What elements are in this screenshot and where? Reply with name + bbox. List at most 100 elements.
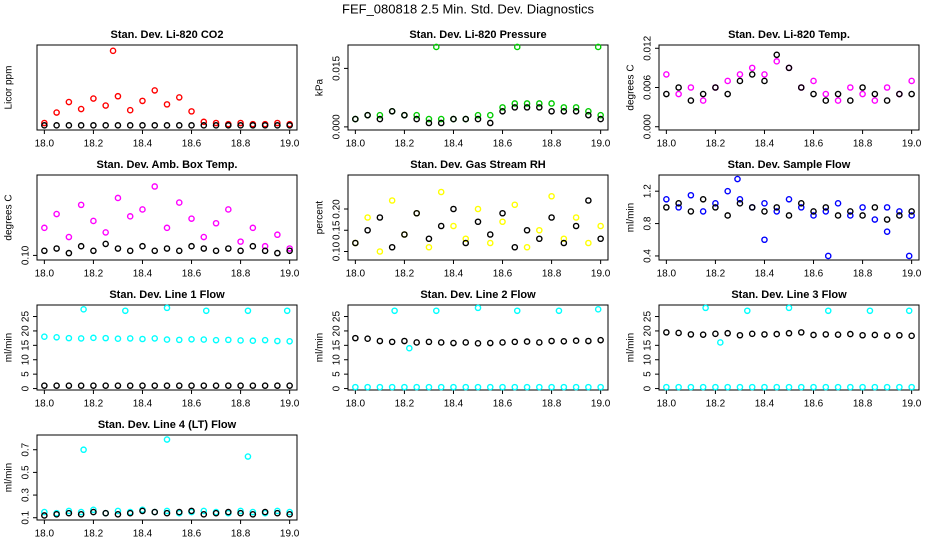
point: [585, 239, 592, 247]
point: [810, 208, 817, 215]
x-tick-label: 18.6: [804, 139, 824, 150]
point: [585, 383, 592, 391]
point: [376, 115, 384, 123]
point: [699, 90, 707, 98]
point: [663, 329, 670, 336]
point: [41, 382, 48, 389]
point: [859, 204, 866, 211]
point: [41, 512, 48, 519]
point: [249, 122, 257, 129]
point: [188, 215, 195, 222]
point: [90, 382, 97, 389]
point: [163, 304, 171, 312]
point: [663, 71, 670, 78]
panel: Stan. Dev. Sample Flow ml/min 18.0 18.2 18.4…: [626, 159, 922, 280]
point: [388, 243, 396, 251]
point: [352, 115, 359, 123]
y-tick-label: 0.4: [643, 249, 654, 263]
y-tick-label: 0.10: [21, 245, 32, 265]
point: [486, 231, 494, 238]
point: [597, 111, 604, 119]
x-tick-label: 18.8: [542, 139, 562, 150]
point: [77, 242, 85, 250]
point: [151, 87, 159, 94]
point: [699, 195, 707, 203]
point: [687, 383, 695, 391]
point: [139, 206, 146, 213]
point: [413, 111, 420, 119]
plot-box: [36, 304, 298, 391]
point: [274, 337, 281, 345]
x-tick-label: 18.6: [182, 529, 202, 540]
plot-box: [658, 44, 920, 131]
point: [499, 383, 506, 391]
point: [286, 508, 293, 516]
y-axis-label: kPa: [315, 78, 326, 96]
point: [536, 226, 543, 234]
point: [724, 90, 731, 98]
point: [237, 382, 244, 389]
point: [102, 102, 109, 109]
point: [90, 334, 97, 342]
point: [200, 118, 208, 126]
point: [126, 382, 134, 389]
point: [548, 383, 555, 391]
point: [114, 194, 122, 202]
x-tick-label: 18.0: [35, 269, 55, 280]
point: [536, 235, 543, 243]
x-tick-label: 18.4: [755, 269, 775, 280]
point: [225, 245, 232, 252]
figure-title: FEF_080818 2.5 Min. Std. Dev. Diagnostic…: [342, 1, 594, 16]
point: [175, 336, 183, 344]
x-tick-label: 18.2: [395, 269, 415, 280]
point: [560, 239, 568, 247]
point: [536, 339, 543, 346]
point: [717, 339, 724, 346]
point: [126, 106, 134, 114]
point: [225, 508, 232, 516]
point: [364, 214, 371, 221]
point: [437, 119, 445, 127]
panel: Stan. Dev. Line 3 Flow ml/min 18.0 18.2 18.4…: [626, 289, 922, 410]
point: [102, 229, 109, 236]
point: [797, 383, 805, 391]
point: [474, 218, 482, 226]
point: [773, 330, 781, 338]
y-tick-label: 10: [21, 354, 32, 366]
panel: Stan. Dev. Line 4 (LT) Flow ml/min 18.0 18.…: [4, 419, 300, 540]
point: [200, 511, 208, 518]
point: [286, 247, 293, 255]
point: [212, 119, 220, 127]
x-tick-label: 18.4: [133, 269, 153, 280]
point: [188, 108, 195, 115]
x-tick-label: 18.6: [182, 139, 202, 150]
x-tick-label: 18.8: [853, 399, 873, 410]
panel: Stan. Dev. Gas Stream RH percent 18.0 18.2 1…: [315, 159, 611, 280]
point: [834, 90, 842, 98]
point: [437, 188, 445, 196]
point: [499, 209, 506, 217]
point: [90, 506, 97, 514]
point: [200, 233, 208, 241]
point: [597, 336, 604, 344]
point: [810, 77, 817, 85]
point: [824, 307, 832, 315]
point: [102, 240, 109, 248]
y-tick-label: 0.1: [21, 510, 32, 524]
point: [126, 509, 134, 517]
point: [560, 104, 568, 111]
point: [810, 212, 817, 219]
point: [406, 344, 413, 352]
point: [163, 224, 171, 232]
point: [883, 97, 891, 104]
point: [41, 333, 48, 340]
point: [499, 104, 506, 111]
point: [597, 235, 604, 243]
point: [139, 382, 146, 389]
point: [114, 507, 122, 515]
point: [80, 306, 87, 313]
point: [785, 304, 793, 312]
point: [572, 222, 580, 230]
y-tick-label: 0.012: [643, 35, 654, 60]
x-tick-label: 18.4: [133, 529, 153, 540]
